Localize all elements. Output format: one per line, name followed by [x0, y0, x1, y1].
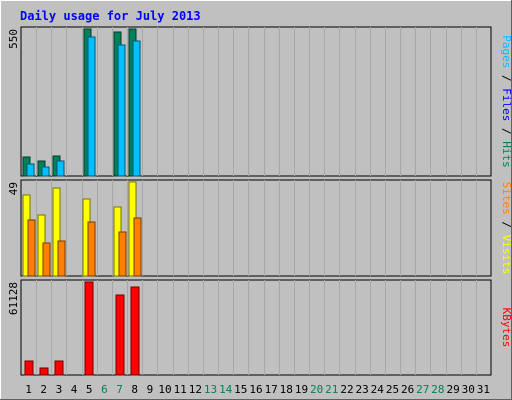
bar-sites-3	[57, 240, 66, 277]
bar-sites-1	[27, 219, 36, 277]
x-tick-label-24: 24	[371, 383, 385, 396]
bar-kbytes-3	[54, 360, 64, 376]
x-tick-label-1: 1	[25, 383, 32, 396]
legend: Pages / Files / Hits	[500, 35, 512, 168]
x-tick-label-4: 4	[71, 383, 78, 396]
legend-entry-sites: Sites	[500, 182, 512, 215]
legend-entry-visits: Visits	[500, 235, 512, 275]
legend-entry-files: Files	[500, 88, 512, 121]
legend: Sites / Visits	[500, 182, 512, 275]
bar-pages-3	[56, 160, 65, 177]
x-tick-label-28: 28	[431, 383, 444, 396]
x-tick-label-26: 26	[401, 383, 414, 396]
x-tick-label-8: 8	[131, 383, 138, 396]
bar-kbytes-7	[115, 294, 125, 376]
bar-pages-1	[26, 163, 35, 177]
bar-sites-2	[42, 242, 51, 277]
legend-separator: /	[500, 68, 512, 88]
bar-pages-5	[87, 36, 96, 177]
x-tick-label-21: 21	[325, 383, 338, 396]
x-axis: 1 2 3 4 5 6 7 8 9 10 11 12 13 14 15 16 17 18 19 20 21 22 23 24 2…	[25, 383, 490, 396]
x-tick-label-25: 25	[386, 383, 399, 396]
bar-kbytes-2	[39, 367, 49, 376]
x-tick-label-31: 31	[477, 383, 490, 396]
y-max-label: 550	[7, 29, 20, 49]
x-tick-label-20: 20	[310, 383, 323, 396]
x-tick-label-19: 19	[295, 383, 308, 396]
x-tick-label-14: 14	[219, 383, 233, 396]
bar-kbytes-5	[84, 281, 94, 376]
x-tick-label-30: 30	[462, 383, 475, 396]
x-tick-label-27: 27	[416, 383, 429, 396]
panel-frame	[20, 26, 492, 177]
x-tick-label-29: 29	[446, 383, 459, 396]
x-tick-label-9: 9	[147, 383, 154, 396]
x-tick-label-23: 23	[355, 383, 368, 396]
legend-entry-kbytes: KBytes	[500, 308, 512, 348]
legend-entry-hits: Hits	[500, 141, 512, 168]
x-tick-label-22: 22	[340, 383, 353, 396]
chart-panels: 550 Pages / Files / Hits 49 Sites / Visits 6…	[7, 26, 512, 376]
legend-separator: /	[500, 215, 512, 235]
bar-visits-3	[52, 187, 61, 277]
bar-kbytes-8	[130, 286, 140, 376]
x-tick-label-5: 5	[86, 383, 93, 396]
x-tick-label-18: 18	[280, 383, 293, 396]
panel-visits-sites: 49 Sites / Visits	[7, 179, 512, 277]
bar-sites-7	[118, 231, 127, 277]
x-tick-label-16: 16	[249, 383, 262, 396]
x-tick-label-12: 12	[189, 383, 202, 396]
x-tick-label-2: 2	[40, 383, 47, 396]
legend: KBytes	[500, 308, 512, 348]
bar-sites-8	[133, 217, 142, 277]
panel-frame	[20, 179, 492, 277]
legend-separator: /	[500, 121, 512, 141]
y-max-label: 49	[7, 182, 20, 195]
x-tick-label-10: 10	[158, 383, 171, 396]
bar-pages-8	[132, 40, 141, 177]
bar-sites-5	[87, 221, 96, 277]
x-tick-label-15: 15	[234, 383, 247, 396]
bar-kbytes-1	[24, 360, 34, 376]
bar-pages-7	[117, 44, 126, 177]
y-max-label: 61128	[7, 282, 20, 315]
legend-entry-pages: Pages	[500, 35, 512, 68]
x-tick-label-7: 7	[116, 383, 123, 396]
x-tick-label-17: 17	[265, 383, 278, 396]
panel-pages-files-hits: 550 Pages / Files / Hits	[7, 26, 512, 177]
x-tick-label-3: 3	[56, 383, 63, 396]
x-tick-label-11: 11	[174, 383, 187, 396]
chart-title: Daily usage for July 2013	[20, 9, 201, 23]
bar-pages-2	[41, 166, 50, 177]
panel-kbytes: 61128 KBytes	[7, 279, 512, 376]
panel-frame	[20, 279, 492, 376]
x-tick-label-13: 13	[204, 383, 217, 396]
x-tick-label-6: 6	[101, 383, 108, 396]
